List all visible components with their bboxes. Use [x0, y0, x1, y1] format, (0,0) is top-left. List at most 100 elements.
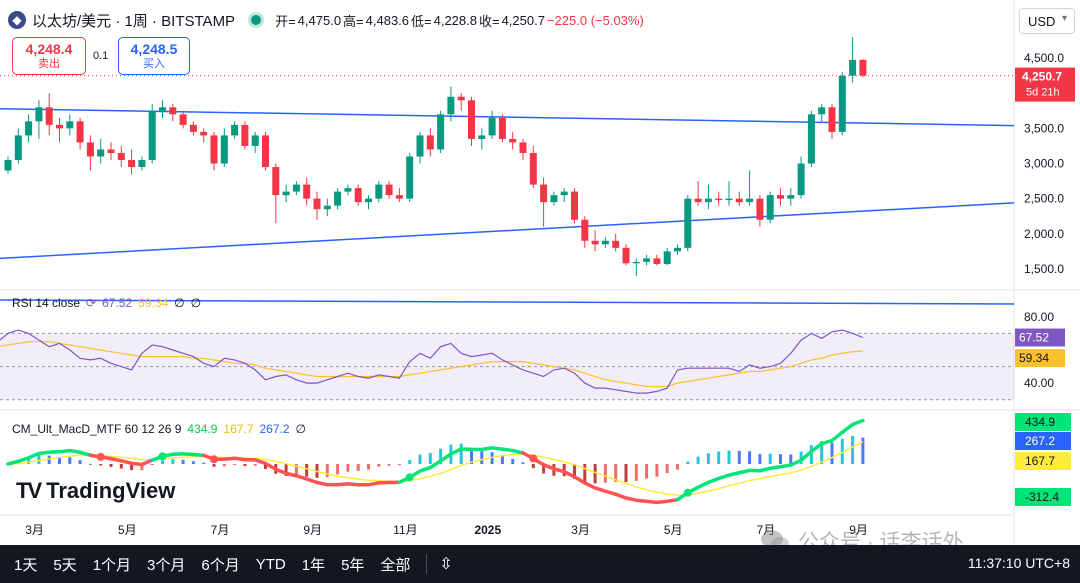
macd-histogram-bar [212, 464, 216, 467]
macd-line-segment [26, 451, 41, 460]
macd-histogram-bar [521, 462, 525, 464]
macd-v3-tag-text: 267.2 [1025, 434, 1055, 448]
candle-body [241, 124, 249, 146]
time-tick-label: 2025 [474, 523, 501, 537]
timeframe-6[interactable]: 1年 [301, 556, 326, 574]
candle-body [828, 107, 836, 132]
timeframe-0[interactable]: 1天 [14, 556, 38, 574]
rsi-extra: ∅ [174, 296, 185, 310]
macd-histogram-bar [809, 445, 813, 464]
candle-body [334, 191, 342, 206]
timeframe-7[interactable]: 5年 [341, 556, 365, 574]
low-label: 低= [411, 13, 432, 29]
rsi-extra-2: ∅ [190, 296, 202, 310]
macd-cross-dot [405, 473, 414, 482]
macd-histogram-bar [377, 464, 381, 467]
macd-histogram-bar [37, 455, 41, 464]
macd-histogram-bar [830, 442, 834, 464]
candle-body [128, 160, 136, 168]
macd-histogram-bar [768, 453, 772, 464]
macd-histogram-bar [78, 460, 82, 464]
timeframe-5[interactable]: YTD [255, 555, 286, 573]
macd-histogram-bar [676, 464, 679, 470]
macd-histogram-bar [573, 464, 576, 479]
candle-body [777, 195, 784, 199]
macd-line-segment [758, 466, 772, 473]
macd-histogram-bar [480, 451, 484, 464]
macd-line-segment [541, 462, 556, 471]
macd-cross-dot [158, 452, 167, 461]
candle-body [674, 247, 681, 252]
price-tick-label: 3,500.0 [1024, 121, 1064, 135]
timeframe-4[interactable]: 6个月 [201, 556, 240, 574]
macd-histogram-bar [634, 464, 638, 481]
macd-histogram-bar [356, 464, 360, 471]
candle-body [56, 124, 63, 129]
macd-line-segment [809, 441, 824, 454]
macd-histogram-bar [119, 464, 123, 469]
tradingview-logo[interactable]: TV TradingView [16, 478, 175, 504]
candle-body [76, 121, 84, 143]
timeframe-buttons: 1天 5天 1个月 3个月 6个月 YTD 1年 5年 全部 [0, 554, 412, 575]
rsi-legend[interactable]: RSI 14 close ⟳ 67.52 59.34 ∅ ∅ [12, 296, 207, 310]
sell-button[interactable]: 4,248.4 卖出 [12, 37, 86, 75]
candle-body [66, 121, 74, 129]
chart-canvas[interactable]: 1,500.02,000.02,500.03,000.03,500.04,000… [0, 0, 1080, 545]
candle-body [14, 135, 22, 160]
macd-histogram-bar [47, 455, 51, 464]
last-price-tag [1015, 67, 1075, 102]
macd-histogram-bar [202, 462, 206, 464]
macd-line-segment [304, 477, 319, 485]
timeframe-3[interactable]: 3个月 [147, 556, 186, 574]
macd-line-segment [428, 459, 443, 470]
candle-body [849, 59, 857, 76]
currency-selector[interactable]: USD ▾ [1019, 8, 1075, 34]
macd-histogram-bar [706, 453, 710, 464]
symbol-title[interactable]: 以太坊/美元 · 1周 · BITSTAMP [32, 12, 236, 30]
timeframe-8[interactable]: 全部 [380, 556, 411, 574]
rsi-value: 67.52 [102, 296, 133, 310]
macd-line-segment [706, 476, 721, 485]
macd-histogram-bar [758, 454, 762, 464]
macd-line-segment [6, 459, 21, 466]
macd-histogram-bar [851, 436, 855, 464]
macd-line-segment [593, 486, 608, 493]
macd-line-segment [284, 471, 299, 478]
candle-body [437, 114, 445, 150]
candle-body [323, 205, 331, 210]
candle-body [540, 184, 548, 203]
macd-histogram-bar [150, 464, 154, 465]
macd-histogram-bar [336, 464, 340, 475]
macd-v1-tag-text: 434.9 [1025, 415, 1055, 429]
sell-label: 卖出 [38, 58, 60, 70]
macd-line-segment [315, 480, 330, 487]
timeframe-1[interactable]: 5天 [53, 556, 77, 574]
macd-histogram-bar [820, 441, 824, 464]
macd-histogram-bar [593, 464, 597, 484]
price-tick-label: 2,500.0 [1024, 192, 1064, 206]
buy-button[interactable]: 4,248.5 买入 [118, 37, 190, 75]
macd-histogram-bar [583, 464, 587, 483]
macd-legend[interactable]: CM_Ult_MacD_MTF 60 12 26 9 434.9 167.7 2… [12, 422, 312, 436]
candle-body [4, 160, 12, 171]
candle-body [282, 191, 290, 196]
rsi-settings-icon[interactable]: ⟳ [86, 296, 97, 310]
candle-body [725, 198, 733, 201]
macd-line-segment [552, 467, 566, 474]
macd-histogram-bar [614, 464, 618, 483]
candle-body [375, 184, 383, 199]
macd-histogram-bar [799, 451, 803, 464]
candle-body [262, 135, 269, 168]
low-value: 4,228.8 [433, 12, 477, 28]
candle-body [488, 117, 496, 136]
candle-body [86, 142, 94, 157]
timeframe-2[interactable]: 1个月 [92, 556, 132, 574]
calendar-range-icon[interactable]: ⇳ [439, 556, 453, 573]
clock[interactable]: 11:37:10 UTC+8 [967, 555, 1070, 571]
candle-body [509, 138, 517, 143]
candle-body [684, 198, 692, 248]
sell-price: 4,248.4 [25, 41, 73, 57]
candle-body [25, 121, 33, 136]
macd-histogram-bar [418, 454, 422, 464]
macd-line-segment [624, 496, 639, 503]
